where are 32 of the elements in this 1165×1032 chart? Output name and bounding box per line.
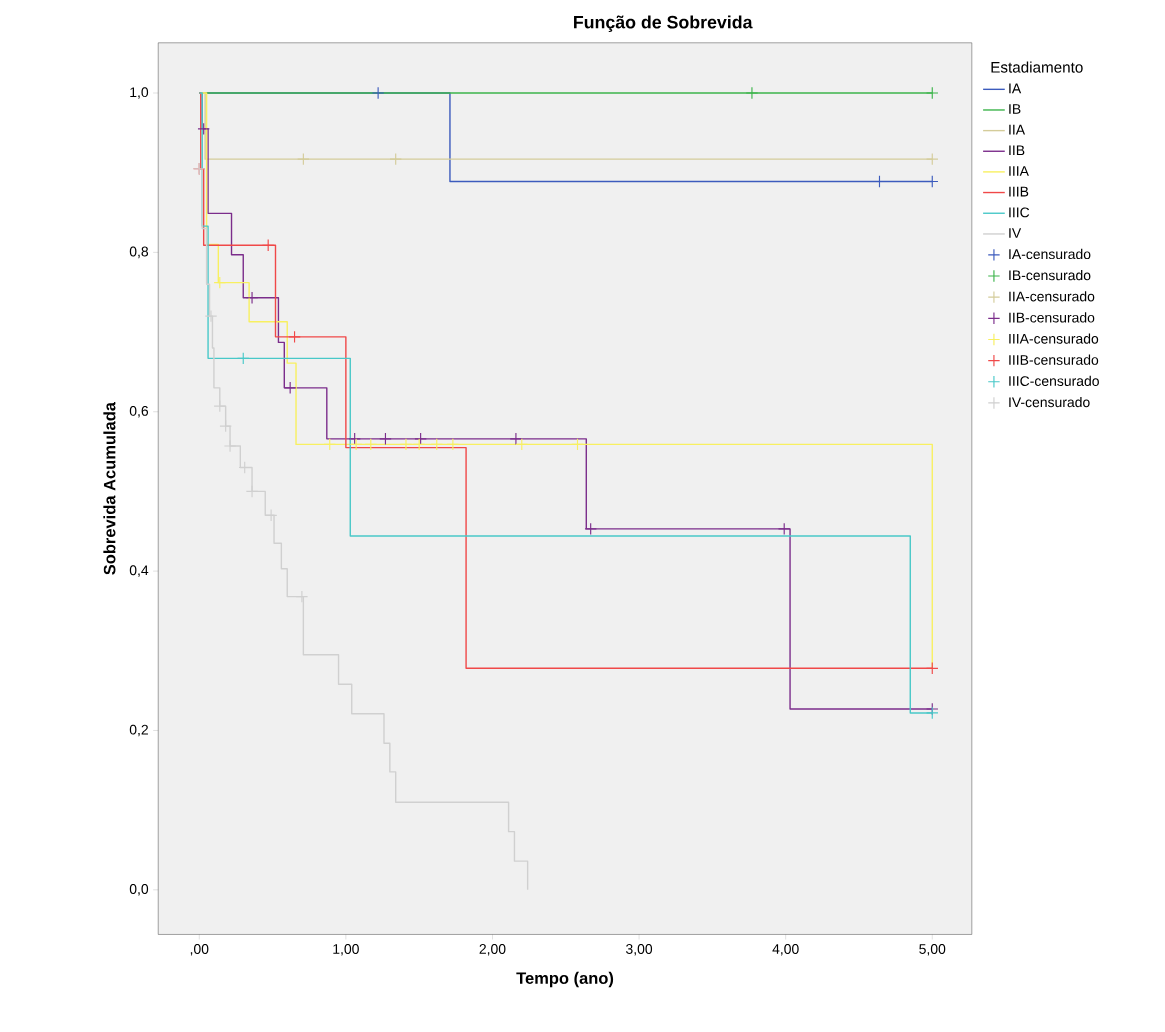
legend-label: IIIA-censurado <box>1009 333 1099 344</box>
legend-title: Estadiamento <box>991 61 1083 73</box>
legend-label: IIA <box>1009 125 1026 135</box>
legend-label: IB <box>1009 104 1021 115</box>
x-tick-label: 4,00 <box>772 944 799 956</box>
legend-label: IV-censurado <box>1009 397 1090 408</box>
x-tick-label: 3,00 <box>626 944 653 956</box>
y-tick-label: 0,8 <box>129 246 149 259</box>
legend-label: IB-censurado <box>1009 270 1091 281</box>
legend-label: IIA-censurado <box>1009 291 1095 302</box>
x-tick-label: 5,00 <box>919 944 946 956</box>
x-tick-label: ,00 <box>190 944 209 956</box>
y-tick-label: 0,0 <box>129 884 149 896</box>
chart-title: Função de Sobrevida <box>574 15 753 33</box>
legend-label: IIIA <box>1009 166 1029 176</box>
legend-label: IIIC <box>1009 207 1030 218</box>
legend-label: IA <box>1009 83 1022 94</box>
legend-label: IIIC-censurado <box>1009 376 1099 387</box>
y-axis-title: Sobrevida Acumulada <box>103 402 116 576</box>
legend-label: IA-censurado <box>1009 249 1091 260</box>
legend-label: IIIB-censurado <box>1009 354 1099 366</box>
x-tick-label: 2,00 <box>479 944 506 956</box>
legend-label: IIB-censurado <box>1009 312 1095 323</box>
y-tick-label: 1,0 <box>130 87 149 100</box>
y-tick-label: 0,6 <box>129 406 149 418</box>
legend-label: IIB <box>1009 145 1025 156</box>
y-tick-label: 0,4 <box>129 565 149 578</box>
y-tick-label: 0,2 <box>129 724 148 737</box>
legend-label: IV <box>1009 228 1022 239</box>
legend-label: IIIB <box>1009 187 1029 197</box>
x-tick-label: 1,00 <box>333 944 359 956</box>
x-axis-title: Tempo (ano) <box>516 972 614 988</box>
